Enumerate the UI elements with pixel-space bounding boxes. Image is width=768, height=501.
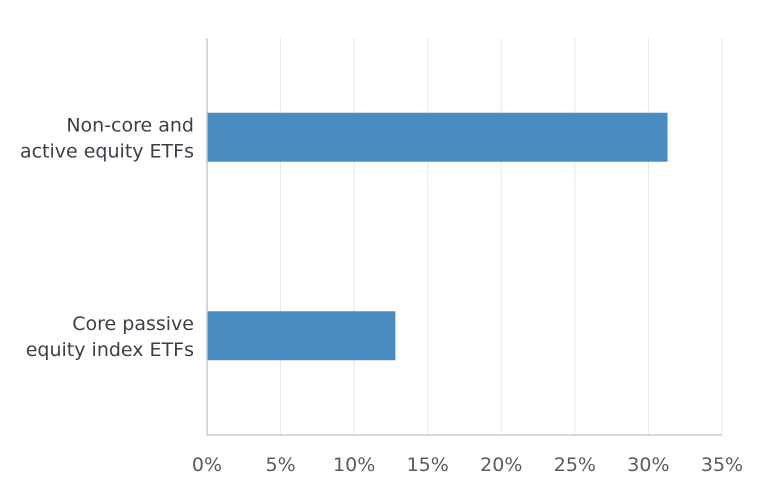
bar-1 (207, 112, 668, 162)
bars (207, 112, 668, 361)
category-label-line: Non-core and (66, 114, 194, 136)
category-labels: Non-core and active equity ETFs Core passi… (20, 114, 194, 361)
bar-2 (207, 311, 396, 361)
axes (206, 38, 722, 436)
category-label-line: equity index ETFs (26, 339, 194, 361)
x-tick-label-20: 20% (480, 454, 522, 476)
x-tick-label-30: 30% (627, 454, 669, 476)
category-label-line: Core passive (72, 313, 194, 335)
gridlines (280, 38, 723, 435)
x-tick-label-10: 10% (333, 454, 375, 476)
x-tick-label-15: 15% (407, 454, 449, 476)
x-tick-label-5: 5% (265, 454, 295, 476)
x-tick-label-35: 35% (701, 454, 743, 476)
category-label-1: Non-core and active equity ETFs (20, 114, 194, 162)
category-label-2: Core passive equity index ETFs (26, 313, 194, 361)
x-tick-labels: 0% 5% 10% 15% 20% 25% 30% 35% (192, 454, 743, 476)
x-tick-label-0: 0% (192, 454, 222, 476)
x-tick-label-25: 25% (554, 454, 596, 476)
category-label-line: active equity ETFs (20, 140, 194, 162)
